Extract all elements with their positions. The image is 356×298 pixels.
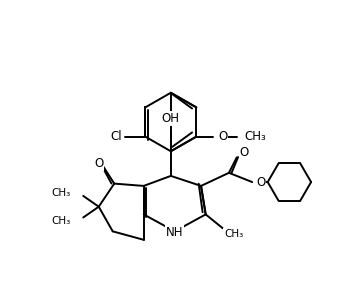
Text: CH₃: CH₃ <box>244 130 266 143</box>
Text: OH: OH <box>162 112 180 125</box>
Text: NH: NH <box>166 226 183 239</box>
Text: CH₃: CH₃ <box>52 188 71 198</box>
Text: O: O <box>218 130 227 143</box>
Text: O: O <box>240 146 249 159</box>
Text: CH₃: CH₃ <box>52 215 71 226</box>
Text: Cl: Cl <box>110 130 122 143</box>
Text: CH₃: CH₃ <box>224 229 243 239</box>
Text: O: O <box>256 176 265 189</box>
Text: O: O <box>94 157 103 170</box>
